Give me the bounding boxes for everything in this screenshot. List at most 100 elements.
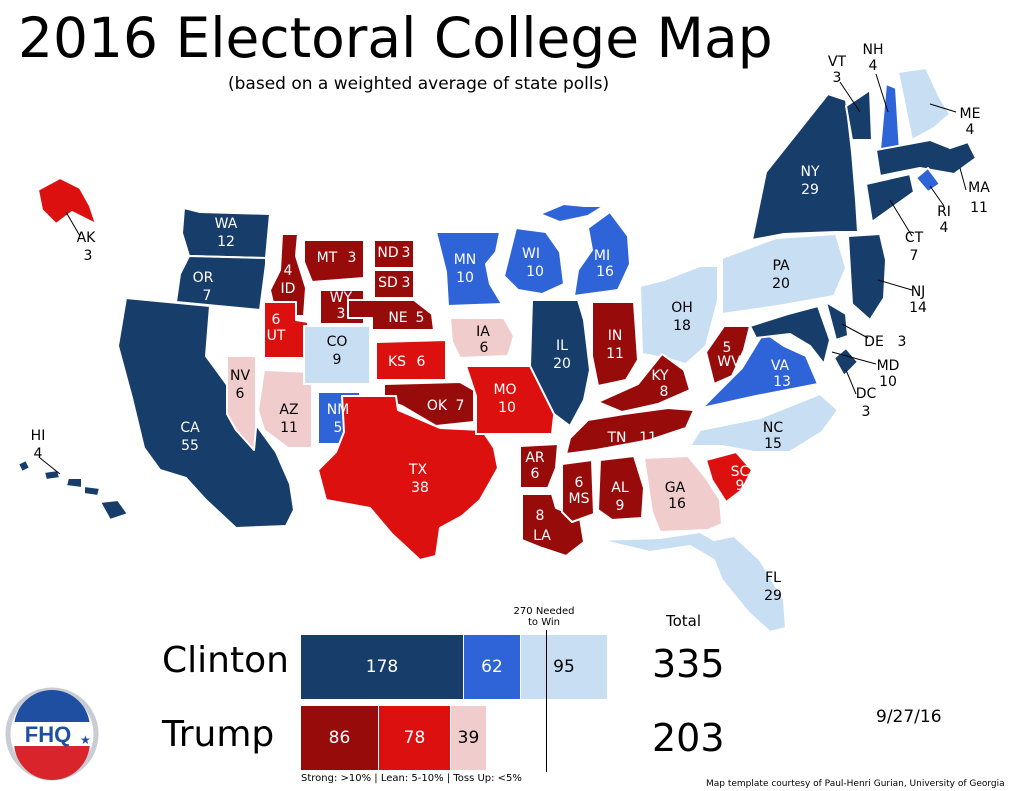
state-ev-sc: 9 xyxy=(736,478,745,494)
state-shape-or xyxy=(175,255,267,311)
state-shape-dc xyxy=(833,347,859,377)
state-shape-ms xyxy=(561,459,595,523)
state-ev-il: 20 xyxy=(553,356,571,372)
state-ev-ar: 6 xyxy=(531,466,540,482)
trump-tossup-bar: 39 xyxy=(451,706,486,770)
state-ev-vt: 3 xyxy=(833,70,842,86)
state-ev-tn: 11 xyxy=(639,430,657,446)
page-title: 2016 Electoral College Map xyxy=(18,6,773,70)
state-label-va: VA xyxy=(771,358,790,374)
state-label-ks: KS xyxy=(388,354,406,370)
state-label-me: ME xyxy=(960,106,981,122)
state-ev-nj: 14 xyxy=(909,300,927,316)
state-ev-az: 11 xyxy=(280,420,298,436)
state-label-ne: NE xyxy=(388,310,407,326)
state-ev-oh: 18 xyxy=(673,318,691,334)
state-label-wy: WY xyxy=(330,290,353,306)
state-shape-in xyxy=(591,301,639,387)
state-label-ri: RI xyxy=(937,204,951,220)
state-ev-va: 13 xyxy=(773,374,791,390)
state-shape-la xyxy=(521,493,585,557)
leader-nh xyxy=(875,73,889,113)
state-label-oh: OH xyxy=(671,300,693,316)
state-label-mo: MO xyxy=(493,382,516,398)
needed-to-win-label: 270 Needed to Win xyxy=(513,606,575,628)
state-ev-ct: 7 xyxy=(910,248,919,264)
state-label-dc: DC xyxy=(856,386,877,402)
state-label-ia: IA xyxy=(476,324,490,340)
state-label-ga: GA xyxy=(665,480,686,496)
state-ev-mt: 3 xyxy=(348,250,357,266)
state-ev-ky: 8 xyxy=(660,384,669,400)
state-label-nv: NV xyxy=(230,368,250,384)
state-shape-mn xyxy=(435,231,503,307)
state-label-ny: NY xyxy=(800,164,819,180)
state-shape-me xyxy=(897,67,951,141)
state-shape-wi xyxy=(503,227,565,295)
state-label-ok: OK xyxy=(427,398,448,414)
state-shape-pa xyxy=(721,233,847,315)
state-ev-pa: 20 xyxy=(772,276,790,292)
state-shape-de xyxy=(825,301,849,341)
state-ev-tx: 38 xyxy=(411,480,429,496)
state-label-wi: WI xyxy=(522,246,540,262)
state-shape-hi-5 xyxy=(99,499,129,521)
state-ev-ny: 29 xyxy=(801,182,819,198)
legend-text: Strong: >10% | Lean: 5-10% | Toss Up: <5… xyxy=(301,773,522,784)
clinton-strong-bar: 178 xyxy=(301,635,463,699)
leader-dc xyxy=(845,369,857,395)
state-ev-md: 10 xyxy=(879,374,897,390)
state-ev-nd: 3 xyxy=(402,245,411,261)
state-ev-ne: 5 xyxy=(416,310,425,326)
state-label-id: ID xyxy=(281,281,296,297)
total-header: Total xyxy=(666,612,702,630)
clinton-label: Clinton xyxy=(162,640,289,681)
state-ev-ut: 6 xyxy=(272,312,281,328)
state-shape-ia xyxy=(449,317,515,359)
state-ev-nm: 5 xyxy=(334,420,343,436)
state-shape-ny xyxy=(751,93,859,241)
state-ev-hi: 4 xyxy=(34,446,43,462)
state-label-la: LA xyxy=(533,528,551,544)
state-shape-ri xyxy=(915,167,941,193)
state-label-hi: HI xyxy=(31,428,46,444)
state-shape-ma xyxy=(875,139,977,177)
state-label-mn: MN xyxy=(454,252,477,268)
credit-text: Map template courtesy of Paul-Henri Guri… xyxy=(706,779,1005,789)
state-shape-tn xyxy=(565,407,695,455)
state-ev-wy: 3 xyxy=(337,306,346,322)
state-shape-sd xyxy=(373,269,415,299)
state-shape-ky xyxy=(597,353,691,413)
state-ev-dc: 3 xyxy=(862,404,871,420)
trump-total: 203 xyxy=(652,716,725,760)
state-label-mt: MT xyxy=(317,250,338,266)
trump-strong-bar: 86 xyxy=(301,706,378,770)
state-shape-hi-1 xyxy=(17,459,31,473)
state-label-ma: MA xyxy=(968,180,990,196)
state-shape-ga xyxy=(643,455,723,533)
leader-de xyxy=(841,323,869,339)
state-label-az: AZ xyxy=(279,402,298,418)
state-ev-wi: 10 xyxy=(526,264,544,280)
state-ev-mo: 10 xyxy=(498,400,516,416)
clinton-tossup-bar: 95 xyxy=(521,635,607,699)
state-label-pa: PA xyxy=(772,258,790,274)
logo-text: FHQ xyxy=(25,722,71,747)
leader-hi xyxy=(39,457,61,475)
state-label-sd: SD xyxy=(378,275,398,291)
state-ev-mn: 10 xyxy=(456,270,474,286)
state-ev-id: 4 xyxy=(284,263,293,279)
state-label-de: DE xyxy=(864,334,884,350)
state-shape-va xyxy=(701,331,819,409)
state-shape-co xyxy=(303,325,371,385)
state-shape-hi-4 xyxy=(83,485,101,497)
state-ev-ms: 6 xyxy=(575,475,584,491)
state-label-al: AL xyxy=(611,480,629,496)
leader-ct xyxy=(889,199,913,237)
state-shape-ut xyxy=(263,301,309,359)
win-threshold-line xyxy=(546,630,547,772)
state-shape-il xyxy=(529,299,591,427)
state-label-co: CO xyxy=(327,334,348,350)
leader-ri xyxy=(929,185,945,207)
